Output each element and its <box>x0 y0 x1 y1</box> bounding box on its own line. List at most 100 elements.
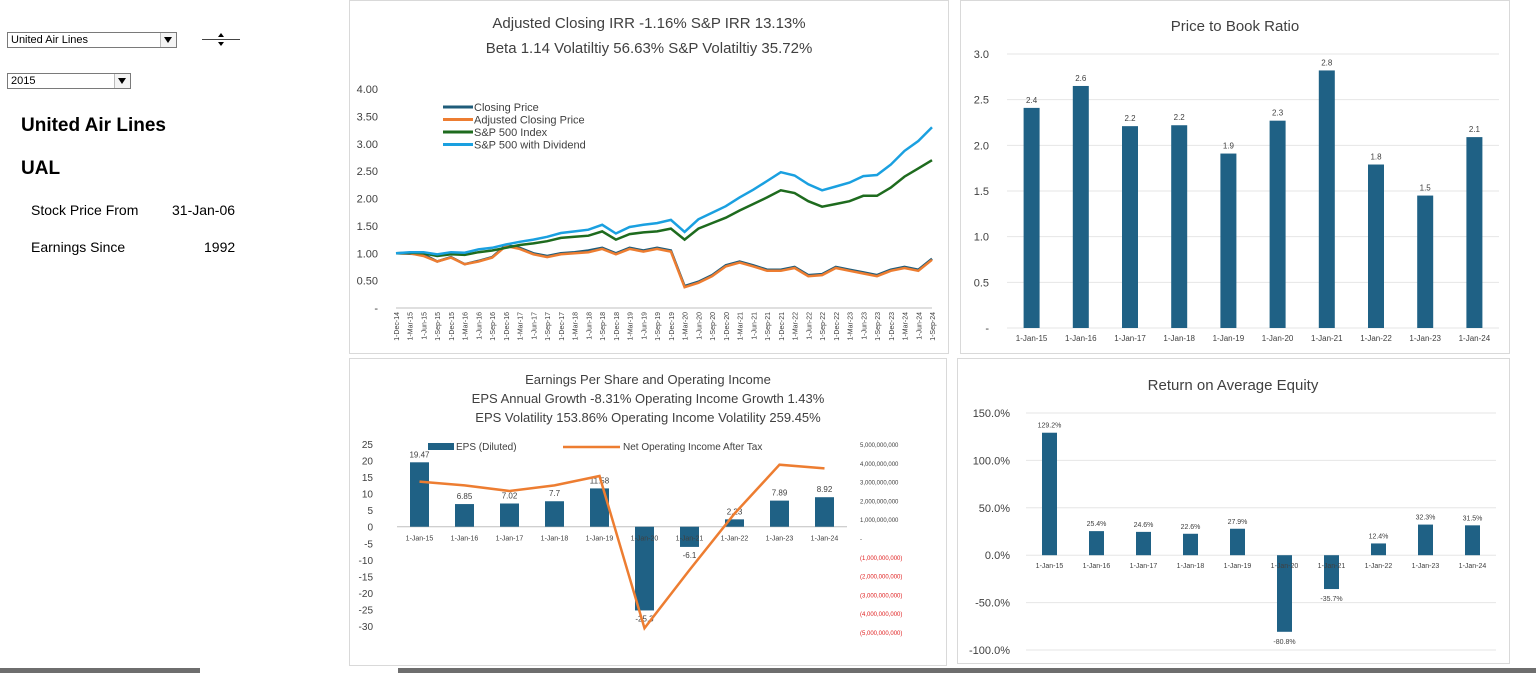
bar <box>1171 125 1188 329</box>
roe-chart: Return on Average Equity 150.0% 100.0% 50.0… <box>969 377 1496 657</box>
bar <box>1042 432 1057 556</box>
x-tick-label: 1-Jun-22 <box>806 312 813 340</box>
x-tick-label: 1-Sep-21 <box>765 312 772 341</box>
y-tick-label: 20 <box>362 457 374 468</box>
stock-price-value: 31-Jan-06 <box>172 202 236 218</box>
horizontal-scrollbar[interactable] <box>398 668 1536 673</box>
x-tick-label: 1-Jan-23 <box>766 536 794 543</box>
chevron-down-icon[interactable] <box>160 33 176 47</box>
x-tick-label: 1-Mar-22 <box>793 312 800 341</box>
spin-button[interactable] <box>202 32 240 48</box>
series-line <box>395 159 933 258</box>
y2-tick-label: 2,000,000,000 <box>860 499 899 505</box>
y-tick-label: 5 <box>367 506 373 517</box>
x-tick-label: 1-Jan-22 <box>1360 334 1392 343</box>
x-tick-label: 1-Jun-16 <box>476 312 483 340</box>
x-tick-label: 1-Jan-15 <box>406 536 434 543</box>
earnings-value: 1992 <box>204 239 236 255</box>
data-label: 2.4 <box>1026 96 1038 105</box>
price-chart-panel: Adjusted Closing IRR -1.16% S&P IRR 13.1… <box>349 0 949 354</box>
stock-price-label: Stock Price From <box>31 202 139 218</box>
data-label: 2.1 <box>1469 125 1481 134</box>
spin-up-icon[interactable] <box>218 33 224 37</box>
y-tick-label: 2.50 <box>357 166 378 178</box>
x-tick-label: 1-Dec-15 <box>449 312 456 341</box>
x-tick-label: 1-Dec-18 <box>614 312 621 341</box>
series-line <box>395 126 933 256</box>
data-label: 25.4% <box>1087 521 1107 528</box>
y2-tick-label: - <box>860 537 862 543</box>
year-select[interactable]: 2015 <box>7 73 131 89</box>
x-tick-label: 1-Jun-23 <box>861 312 868 340</box>
data-label: 2.8 <box>1321 58 1333 67</box>
y-tick-label: 0 <box>367 523 373 534</box>
series-line <box>396 244 933 289</box>
y-tick-label: 2.00 <box>357 194 378 206</box>
bar <box>725 519 744 527</box>
x-tick-label: 1-Dec-22 <box>834 312 841 341</box>
bar <box>1183 533 1198 556</box>
x-tick-label: 1-Dec-20 <box>724 312 731 341</box>
y-tick-label: 25 <box>362 440 374 451</box>
x-tick-label: 1-Mar-24 <box>903 312 910 341</box>
data-label: 2.6 <box>1075 74 1087 83</box>
y-tick-label: 0.5 <box>974 277 989 289</box>
chart-title: Return on Average Equity <box>1148 377 1319 394</box>
y-tick-label: - <box>374 303 378 315</box>
x-tick-label: 1-Jan-16 <box>1083 563 1111 570</box>
x-tick-label: 1-Sep-15 <box>435 312 442 341</box>
x-tick-label: 1-Dec-17 <box>559 312 566 341</box>
bar <box>545 501 564 527</box>
y-tick-label: 3.0 <box>974 49 989 61</box>
chart-title: Earnings Per Share and Operating Income <box>525 372 771 387</box>
y-tick-label: 150.0% <box>973 408 1011 420</box>
y-tick-label: 2.0 <box>974 140 989 152</box>
data-label: 7.7 <box>549 489 561 498</box>
data-label: 1.8 <box>1370 153 1382 162</box>
x-tick-label: 1-Sep-22 <box>820 312 827 341</box>
bar <box>1371 543 1386 556</box>
legend-label: S&P 500 Index <box>474 127 548 139</box>
x-tick-label: 1-Mar-17 <box>518 312 525 341</box>
y-tick-label: -30 <box>359 622 374 633</box>
y-tick-label: 3.50 <box>357 111 378 123</box>
x-tick-label: 1-Jan-20 <box>1271 563 1299 570</box>
data-label: 7.02 <box>502 491 518 500</box>
y-tick-label: 3.00 <box>357 139 378 151</box>
eps-chart: Earnings Per Share and Operating Income E… <box>359 372 903 637</box>
chevron-down-icon[interactable] <box>114 74 130 88</box>
data-label: 24.6% <box>1134 522 1154 529</box>
y-tick-label: 100.0% <box>973 455 1011 467</box>
y2-tick-label: (1,000,000,000) <box>860 556 902 562</box>
y-tick-label: 1.00 <box>357 248 378 260</box>
bar <box>1269 120 1286 328</box>
x-tick-label: 1-Jun-20 <box>696 312 703 340</box>
bar <box>1122 126 1138 328</box>
bar <box>500 503 519 527</box>
data-label: -80.8% <box>1273 639 1295 646</box>
ticker: UAL <box>21 158 61 179</box>
y-tick-label: - <box>985 323 989 335</box>
x-tick-label: 1-Mar-21 <box>738 312 745 341</box>
price-chart: Adjusted Closing IRR -1.16% S&P IRR 13.1… <box>357 15 937 341</box>
legend-label: S&P 500 with Dividend <box>474 140 586 152</box>
spin-down-icon[interactable] <box>218 42 224 46</box>
data-label: 129.2% <box>1038 423 1062 430</box>
company-select[interactable]: United Air Lines <box>7 32 177 48</box>
x-tick-label: 1-Jan-23 <box>1409 334 1441 343</box>
y2-tick-label: 5,000,000,000 <box>860 443 899 449</box>
y-tick-label: 0.50 <box>357 276 378 288</box>
x-tick-label: 1-Dec-14 <box>394 312 401 341</box>
chart-subtitle: Beta 1.14 Volatiltiy 56.63% S&P Volatilt… <box>486 40 813 57</box>
x-tick-label: 1-Jan-16 <box>451 536 479 543</box>
y2-tick-label: (2,000,000,000) <box>860 575 902 581</box>
x-tick-label: 1-Mar-23 <box>848 312 855 341</box>
sheet-tab-bar[interactable] <box>0 668 200 673</box>
chart-subtitle: EPS Volatility 153.86% Operating Income … <box>475 410 821 425</box>
x-tick-label: 1-Mar-18 <box>573 312 580 341</box>
bar <box>410 462 429 527</box>
x-tick-label: 1-Jan-18 <box>541 536 569 543</box>
x-tick-label: 1-Mar-16 <box>463 312 470 341</box>
y2-tick-label: (5,000,000,000) <box>860 631 902 637</box>
series-line <box>419 463 825 631</box>
